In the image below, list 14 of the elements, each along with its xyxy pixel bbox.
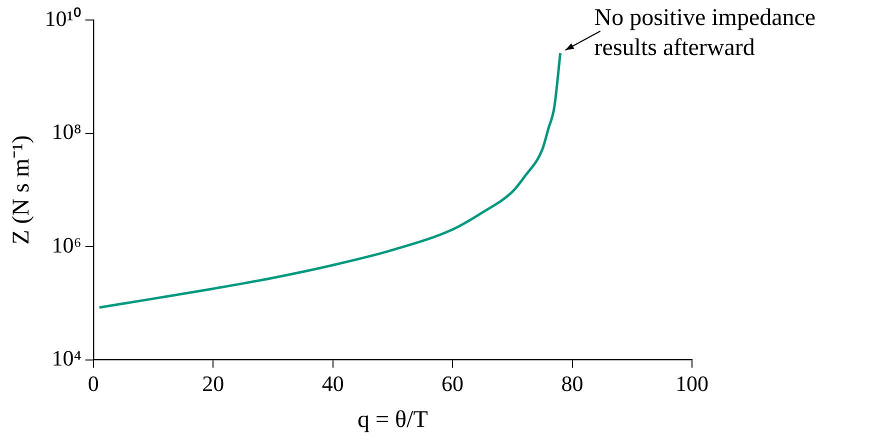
x-tick-label: 80 (561, 370, 584, 396)
y-tick-label: 10⁶ (52, 232, 82, 258)
annotation: No positive impedance results afterward (594, 5, 816, 62)
x-tick-label: 0 (88, 370, 99, 396)
y-tick-label: 10⁸ (52, 119, 82, 144)
x-axis-title: q = θ/T (358, 406, 428, 433)
x-tick-label: 60 (442, 370, 464, 396)
x-tick-label: 20 (202, 370, 224, 396)
line-series (98, 52, 562, 309)
y-tick-label: 10⁴ (52, 346, 82, 371)
x-tick-label: 100 (676, 370, 708, 396)
x-tick-label: 40 (322, 370, 344, 396)
y-axis-title: Z (N s m⁻¹) (8, 135, 35, 244)
y-tick-label: 10¹⁰ (44, 6, 82, 31)
